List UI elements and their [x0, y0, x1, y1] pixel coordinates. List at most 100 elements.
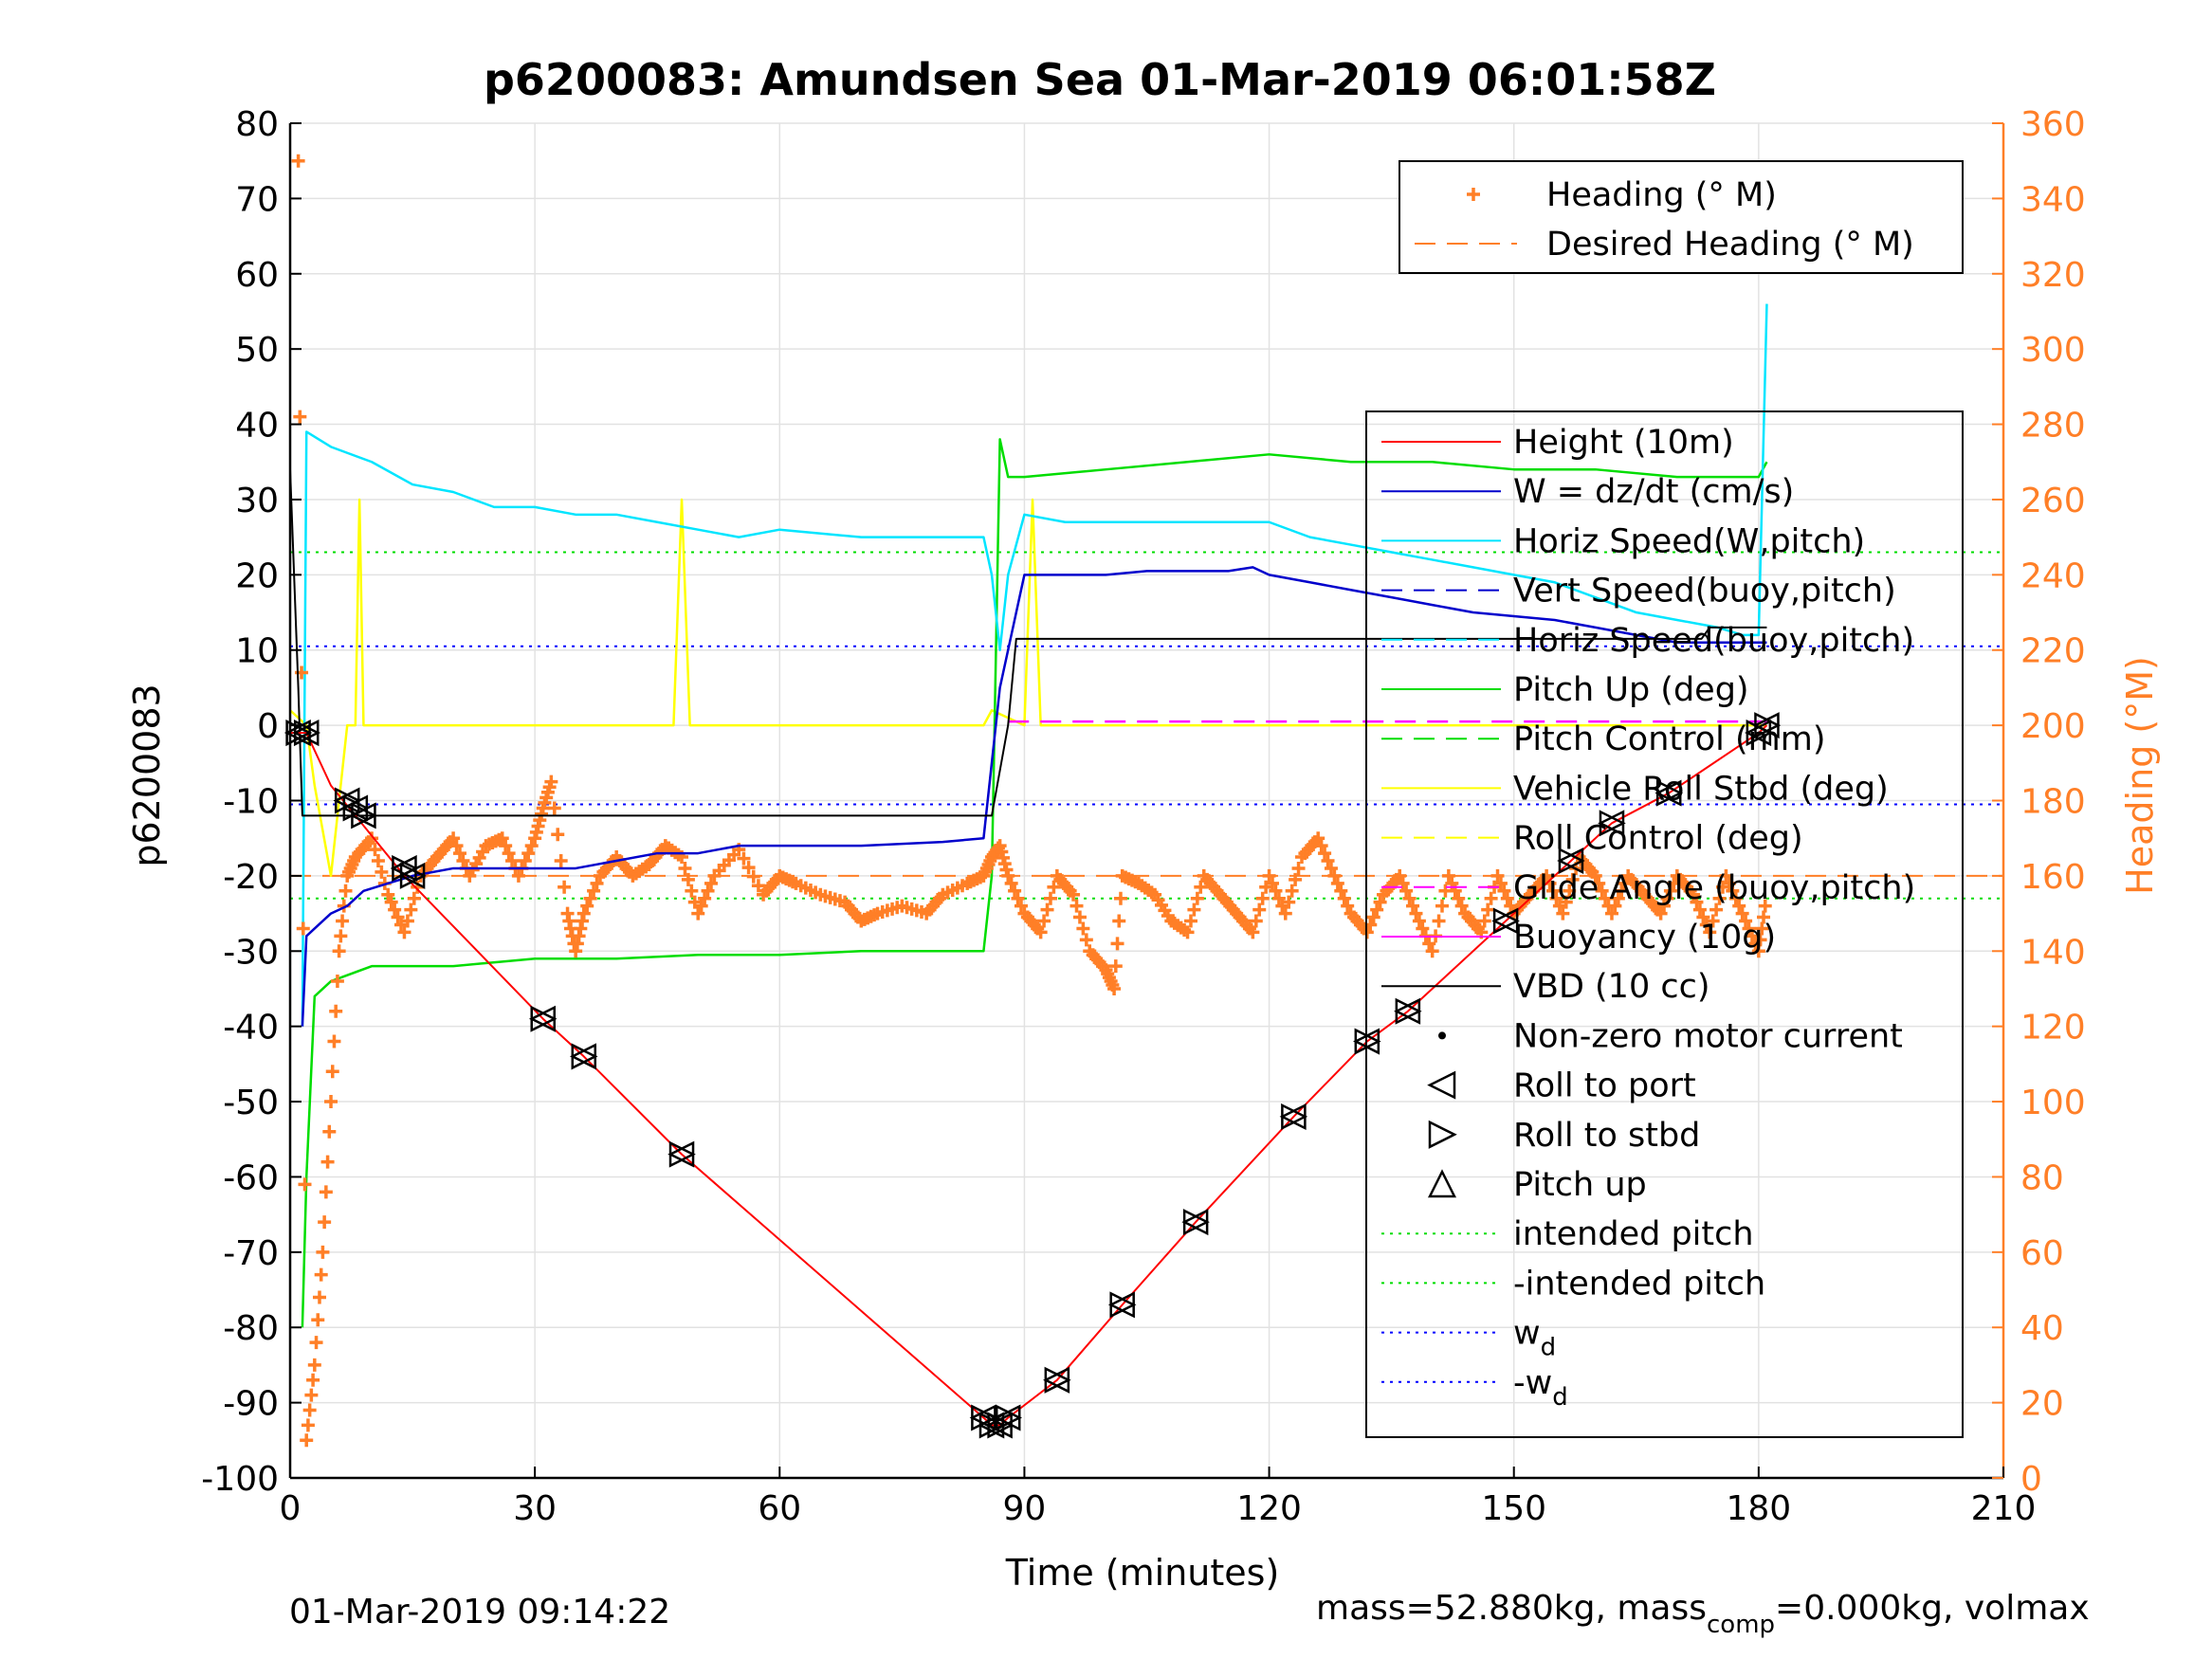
footer-mass-prefix: mass=52.880kg, mass	[1316, 1589, 1707, 1628]
heading-point	[325, 1065, 339, 1079]
heading-point	[1337, 891, 1351, 905]
heading-point	[296, 921, 310, 936]
heading-point	[400, 914, 414, 928]
series-horiz-speed	[301, 303, 1768, 1027]
heading-point	[1180, 925, 1195, 939]
heading-point	[1291, 861, 1306, 875]
y-tick-label: -80	[223, 1309, 279, 1348]
heading-point	[1454, 899, 1469, 913]
marker-roll-stbd	[978, 1412, 1006, 1439]
heading-point	[447, 831, 461, 846]
series-vehicle-roll	[289, 498, 1767, 878]
heading-point	[1452, 891, 1466, 905]
heading-point	[1033, 925, 1048, 939]
heading-point	[1745, 929, 1759, 943]
heading-point	[320, 1155, 335, 1169]
heading-point	[1271, 891, 1286, 905]
heading-point	[1110, 937, 1124, 951]
heading-point	[1735, 906, 1749, 921]
heading-point	[300, 1433, 314, 1448]
legend-heading-label: Desired Heading (° M)	[1546, 226, 1914, 264]
heading-point	[678, 861, 692, 875]
y-tick-label: -20	[223, 858, 279, 897]
heading-point	[681, 872, 695, 886]
heading-point	[1757, 910, 1771, 924]
y-tick-label: -90	[223, 1385, 279, 1424]
heading-point	[1660, 891, 1674, 905]
heading-point	[311, 1313, 325, 1327]
heading-point	[1393, 868, 1407, 883]
heading-point	[334, 929, 348, 943]
heading-point	[1592, 876, 1606, 890]
heading-point	[312, 1290, 326, 1304]
y-right-tick-label: 20	[2020, 1385, 2064, 1424]
heading-point	[1739, 914, 1753, 928]
heading-point	[547, 801, 561, 815]
heading-point	[316, 1245, 330, 1259]
heading-point	[1194, 880, 1208, 894]
legend-main-box	[1365, 410, 1964, 1438]
heading-point	[319, 1185, 333, 1199]
heading-point	[449, 839, 464, 853]
y-right-tick-label: 100	[2020, 1084, 2086, 1122]
heading-point	[1599, 891, 1613, 905]
legend-label: Pitch up	[1513, 1166, 1647, 1204]
legend-label: Pitch Up (deg)	[1513, 671, 1749, 709]
heading-point	[371, 854, 385, 868]
heading-point	[502, 847, 516, 861]
heading-point	[1726, 884, 1740, 898]
y-right-tick-label: 120	[2020, 1009, 2086, 1048]
heading-point	[1435, 899, 1449, 913]
heading-point	[1755, 921, 1769, 936]
heading-point	[551, 828, 565, 842]
heading-point	[524, 839, 539, 853]
legend-label: Roll Control (deg)	[1513, 820, 1803, 858]
heading-point	[1072, 910, 1087, 924]
heading-point	[1493, 876, 1508, 890]
heading-point	[388, 902, 402, 917]
y-right-tick-label: 320	[2020, 256, 2086, 295]
y-right-tick-label: 140	[2020, 933, 2086, 972]
heading-point	[746, 869, 760, 884]
heading-point	[1043, 891, 1057, 905]
heading-point	[1611, 891, 1625, 905]
heading-point	[1249, 914, 1263, 928]
heading-point	[1246, 925, 1260, 939]
heading-point	[737, 851, 751, 866]
marker-roll-stbd	[1281, 1103, 1308, 1130]
marker-roll-stbd	[1492, 907, 1520, 935]
heading-point	[1687, 887, 1701, 902]
marker-roll-stbd	[571, 1043, 598, 1070]
y-tick-label: 70	[235, 180, 279, 219]
y-right-tick-label: 260	[2020, 482, 2086, 520]
x-tick-label: 90	[1003, 1489, 1047, 1528]
heading-point	[1409, 906, 1423, 921]
heading-point	[1563, 884, 1577, 898]
heading-point	[1327, 868, 1342, 883]
heading-point	[304, 1388, 319, 1402]
heading-point	[1696, 910, 1710, 924]
heading-point	[318, 1215, 332, 1230]
heading-point	[1004, 876, 1018, 890]
footer-timestamp: 01-Mar-2019 09:14:22	[289, 1593, 670, 1632]
heading-point	[1324, 861, 1338, 875]
heading-point	[332, 944, 346, 958]
legend-label: intended pitch	[1513, 1215, 1754, 1253]
y-right-tick-label: 40	[2020, 1309, 2064, 1348]
heading-point	[1406, 899, 1420, 913]
heading-point	[1113, 891, 1127, 905]
y-tick-label: 80	[235, 105, 279, 144]
heading-point	[1067, 887, 1081, 902]
heading-point	[1187, 902, 1201, 917]
y-tick-label: -100	[201, 1460, 279, 1499]
heading-point	[1556, 906, 1570, 921]
legend-heading-box	[1398, 160, 1964, 274]
heading-point	[511, 868, 525, 883]
heading-point	[1047, 880, 1061, 894]
y-axis-right-label: Heading (°M)	[2119, 656, 2161, 895]
heading-point	[1663, 884, 1677, 898]
heading-point	[1289, 872, 1303, 886]
heading-point	[1728, 891, 1743, 905]
heading-point	[1252, 902, 1267, 917]
heading-point	[301, 1418, 315, 1432]
